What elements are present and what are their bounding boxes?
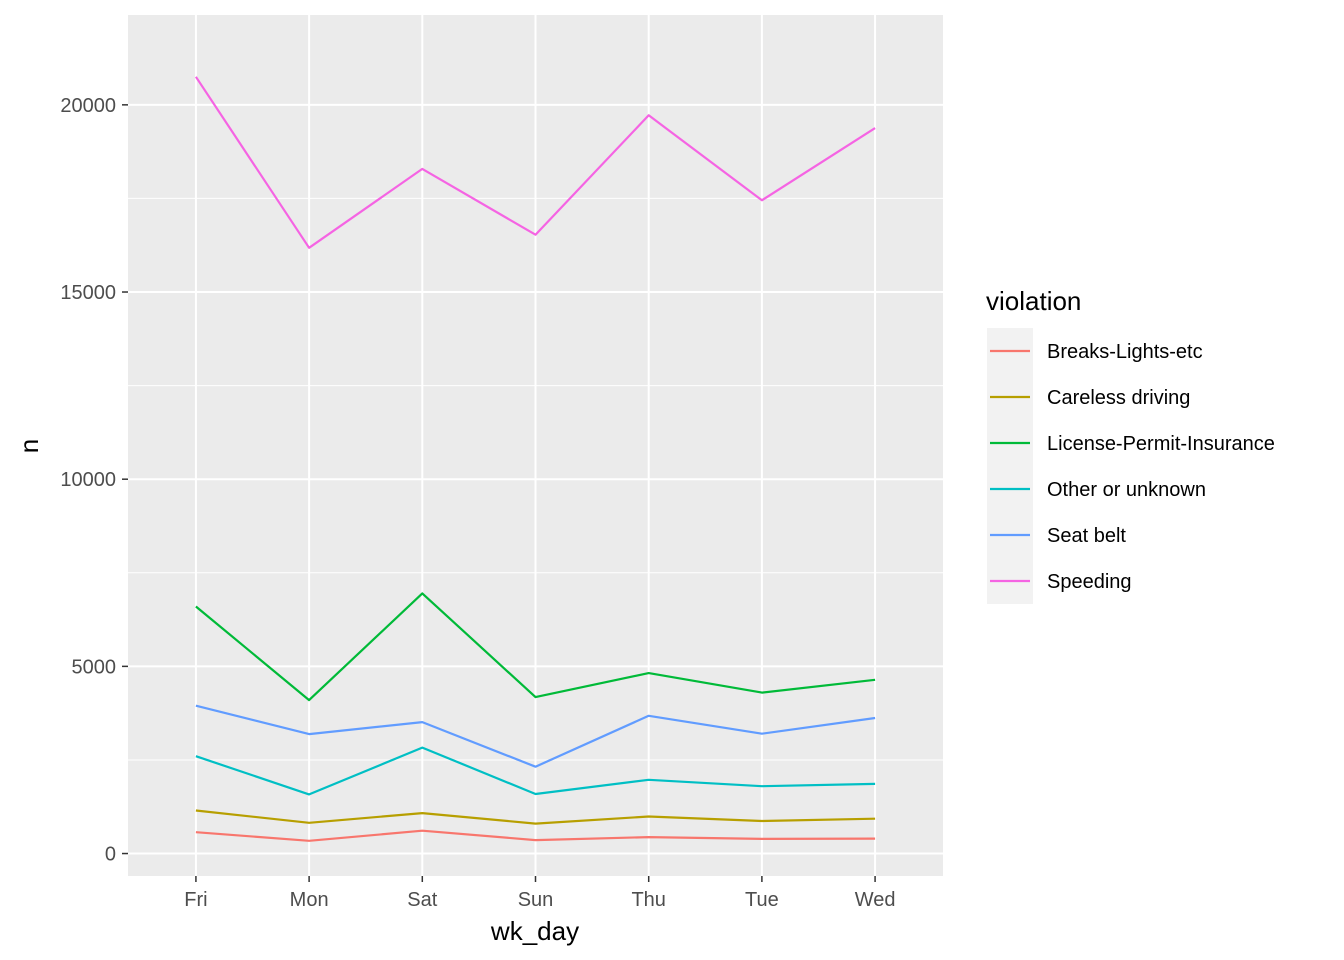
y-tick-label: 15000: [60, 282, 116, 304]
series-line-breaks-lights-etc: [195, 829, 876, 842]
x-axis: Fri Mon Sat Sun Thu Tue Wed: [184, 876, 895, 911]
y-axis-title: n: [14, 439, 44, 453]
series-line-other-or-unknown: [195, 746, 876, 796]
x-tick-label: Wed: [855, 889, 896, 911]
x-tick-label: Sat: [407, 889, 437, 911]
series-line-seat-belt: [195, 704, 876, 768]
series-line-careless-driving: [195, 809, 876, 825]
y-tick-label: 5000: [72, 656, 117, 678]
legend-label: Other or unknown: [1047, 479, 1206, 501]
legend-key-background: [987, 328, 1033, 604]
series-lines: [194, 76, 876, 842]
y-tick-label: 0: [105, 844, 116, 866]
x-tick-label: Tue: [745, 889, 779, 911]
major-gridlines: [128, 15, 943, 876]
series-line-license-permit-insurance: [195, 592, 876, 702]
legend-label: Seat belt: [1047, 525, 1126, 547]
x-axis-title: wk_day: [490, 916, 579, 946]
y-tick-label: 20000: [60, 95, 116, 117]
x-tick-label: Fri: [184, 889, 207, 911]
legend-label: Careless driving: [1047, 387, 1190, 409]
y-tick-label: 10000: [60, 469, 116, 491]
legend: violation Breaks-Lights-etc Careless driv…: [986, 286, 1275, 604]
x-tick-label: Thu: [631, 889, 665, 911]
x-tick-label: Sun: [518, 889, 554, 911]
legend-label: License-Permit-Insurance: [1047, 433, 1275, 455]
legend-items: Breaks-Lights-etc Careless driving License…: [990, 341, 1275, 593]
legend-label: Breaks-Lights-etc: [1047, 341, 1203, 363]
x-tick-label: Mon: [290, 889, 329, 911]
legend-label: Speeding: [1047, 571, 1132, 593]
legend-title: violation: [986, 286, 1081, 316]
y-axis: 0 5000 10000 15000 20000: [60, 95, 128, 866]
series-line-speeding: [194, 76, 876, 249]
